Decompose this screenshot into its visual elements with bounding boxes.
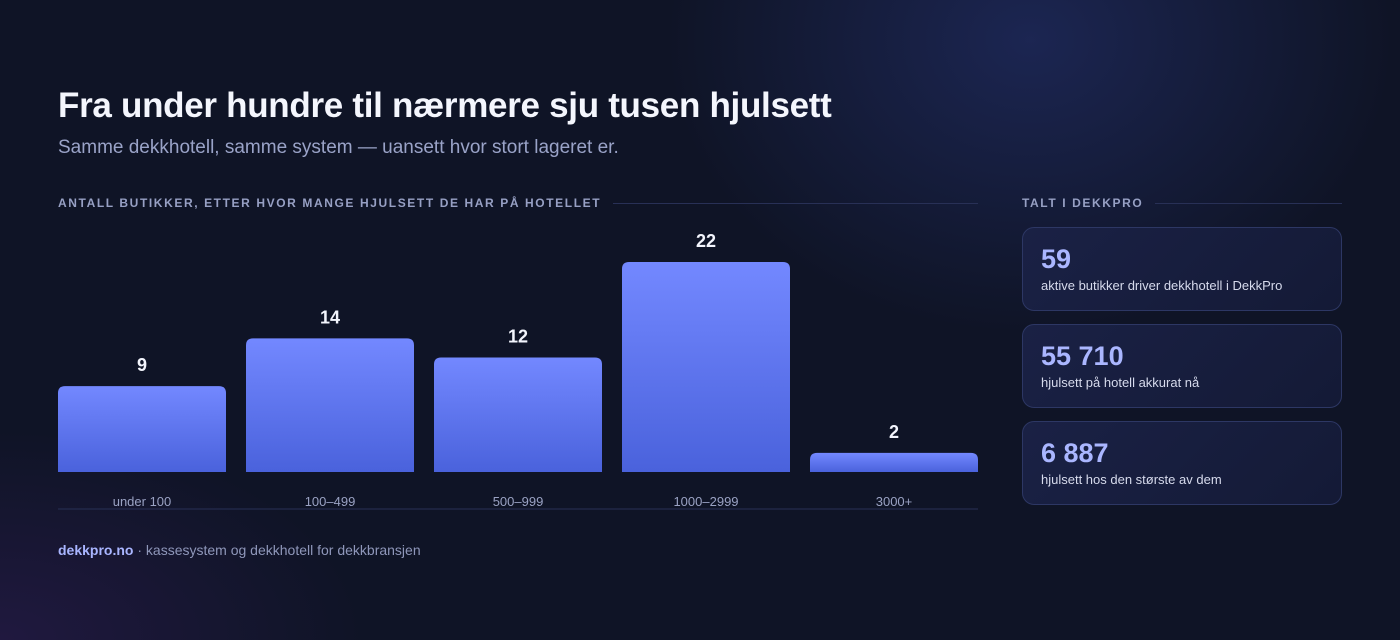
category-label: 1000–2999	[673, 494, 738, 509]
bar-value-label: 14	[320, 307, 340, 327]
bar-1	[58, 386, 226, 472]
stats-section-divider	[1155, 202, 1342, 204]
bar-5	[810, 452, 978, 472]
bar-group: 9 under 100 14 100–499 12 500–999 22 1000–2999 2…	[58, 231, 978, 509]
bar-value-label: 2	[889, 422, 899, 442]
category-label: 100–499	[305, 494, 356, 509]
category-label: 3000+	[876, 494, 913, 509]
stats-section-header: TALT I DEKKPRO	[1022, 196, 1342, 210]
stat-value: 59	[1041, 244, 1072, 274]
bar-value-label: 22	[696, 231, 716, 251]
footer-brand-link[interactable]: dekkpro.no	[58, 542, 134, 558]
footer-tagline: · kassesystem og dekkhotell for dekkbran…	[137, 542, 421, 558]
stat-card-wheelsets-stored: 55 710 hjulsett på hotell akkurat nå	[1022, 324, 1342, 408]
chart-section-header: ANTALL BUTIKKER, ETTER HVOR MANGE HJULSE…	[58, 196, 978, 210]
page-title: Fra under hundre til nærmere sju tusen h…	[58, 86, 832, 125]
chart-section-divider	[613, 202, 978, 204]
bar-2	[246, 338, 414, 472]
stats-section-label: TALT I DEKKPRO	[1022, 196, 1144, 210]
bar-value-label: 12	[508, 326, 528, 346]
stat-description: aktive butikker driver dekkhotell i Dekk…	[1041, 278, 1283, 293]
stat-description: hjulsett på hotell akkurat nå	[1041, 375, 1200, 390]
stats-panel: 59 aktive butikker driver dekkhotell i D…	[1022, 227, 1342, 518]
page-subtitle: Samme dekkhotell, samme system — uansett…	[58, 137, 619, 158]
footer: dekkpro.no · kassesystem og dekkhotell f…	[58, 542, 421, 558]
bar-4	[622, 262, 790, 472]
stat-value: 6 887	[1041, 438, 1109, 468]
category-label: under 100	[113, 494, 172, 509]
stat-value: 55 710	[1041, 341, 1124, 371]
chart-section-label: ANTALL BUTIKKER, ETTER HVOR MANGE HJULSE…	[58, 196, 602, 210]
stat-card-largest-store: 6 887 hjulsett hos den største av dem	[1022, 421, 1342, 505]
bar-3	[434, 357, 602, 472]
bar-value-label: 9	[137, 355, 147, 375]
bar-chart: 9 under 100 14 100–499 12 500–999 22 1000–2999 2…	[58, 231, 978, 510]
stat-description: hjulsett hos den største av dem	[1041, 472, 1222, 487]
category-label: 500–999	[493, 494, 544, 509]
stat-card-active-stores: 59 aktive butikker driver dekkhotell i D…	[1022, 227, 1342, 311]
